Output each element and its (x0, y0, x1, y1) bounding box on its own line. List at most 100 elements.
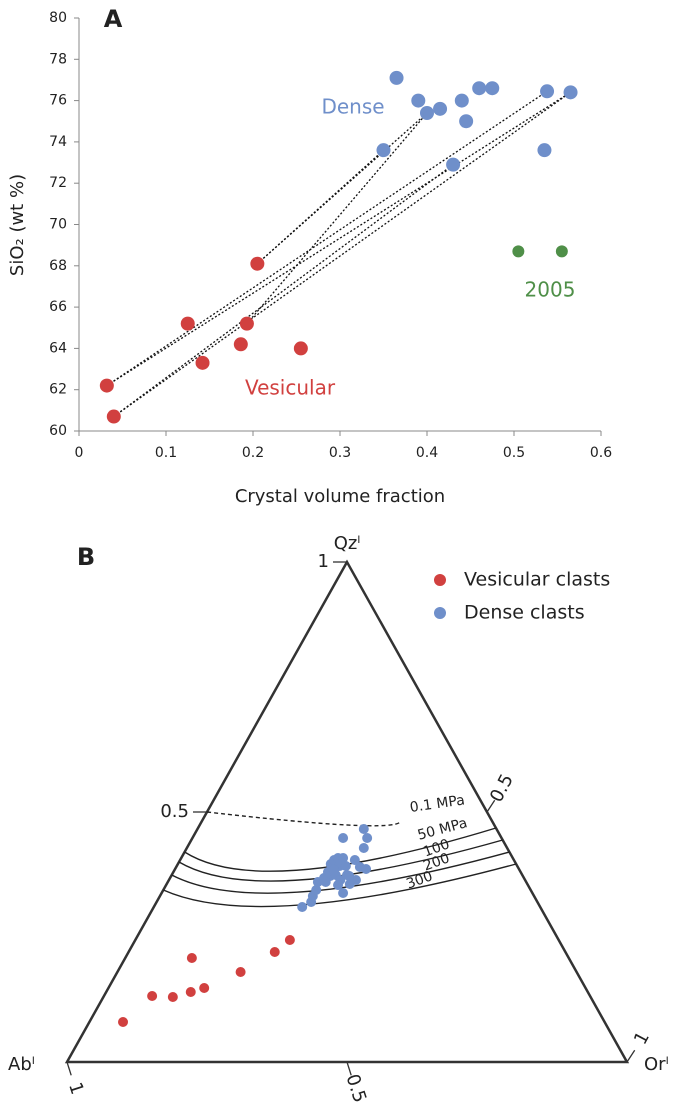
x-tick-label: 0.3 (329, 445, 351, 461)
data-point (485, 81, 500, 96)
legend-label: Dense clasts (464, 602, 585, 624)
data-point (284, 935, 295, 945)
tie-line (113, 164, 454, 418)
curve-label: 0.1 MPa (409, 792, 466, 816)
data-point (311, 885, 322, 895)
data-point (446, 157, 461, 172)
tie-line (246, 112, 428, 325)
data-point (454, 93, 469, 108)
data-point (472, 81, 487, 96)
data-point (376, 143, 391, 158)
data-point (239, 316, 254, 331)
data-point (320, 877, 331, 887)
data-point (147, 991, 158, 1001)
ternary-tick-label: 0.5 (341, 1072, 370, 1106)
data-point (537, 143, 552, 158)
y-axis-label: SiO₂ (wt %) (7, 174, 28, 276)
y-tick-label: 76 (49, 93, 67, 109)
ternary-tick (66, 1061, 72, 1076)
ternary-tick (346, 1061, 352, 1076)
y-tick-label: 60 (49, 423, 67, 439)
y-tick-label: 74 (49, 134, 67, 150)
x-tick-label: 0.4 (416, 445, 438, 461)
data-point (118, 1017, 128, 1027)
data-point (195, 355, 210, 370)
data-point (333, 880, 344, 890)
data-point (433, 101, 448, 116)
tie-line (106, 91, 571, 387)
x-tick-label: 0.2 (242, 445, 264, 461)
y-tick-label: 78 (49, 51, 67, 67)
pressure-curve (184, 827, 497, 872)
tie-line (106, 90, 548, 387)
ternary-tick (626, 1049, 636, 1063)
data-point (338, 853, 349, 863)
data-point (512, 245, 525, 258)
y-tick-label: 70 (49, 217, 67, 233)
tie-line (256, 112, 428, 265)
pressure-curve (171, 851, 510, 894)
y-tick-label: 62 (49, 382, 67, 398)
data-point (167, 992, 178, 1002)
x-tick-label: 0 (75, 445, 84, 461)
ternary-tick-label: 0.5 (160, 801, 189, 822)
data-point (340, 861, 351, 871)
ternary-tick-label: 1 (64, 1080, 88, 1097)
y-tick-label: 72 (49, 175, 67, 191)
y-tick-label: 64 (49, 340, 67, 356)
pressure-curve (206, 811, 401, 827)
vertex-label: Abˡ (8, 1054, 35, 1075)
legend-marker (434, 574, 446, 586)
ternary-tick-label: 1 (630, 1028, 654, 1048)
series-label: Vesicular (245, 376, 336, 400)
data-point (185, 987, 196, 997)
x-tick-label: 0.6 (590, 445, 612, 461)
ternary-tick-label: 1 (318, 551, 329, 572)
data-point (563, 85, 578, 100)
legend-marker (434, 607, 446, 619)
data-point (99, 378, 114, 393)
data-point (106, 409, 121, 424)
data-point (180, 316, 195, 331)
x-tick-label: 0.1 (155, 445, 177, 461)
data-point (329, 865, 340, 875)
data-point (358, 824, 369, 834)
data-point (344, 871, 355, 881)
data-point (411, 93, 426, 108)
data-point (349, 855, 360, 865)
data-point (389, 70, 404, 85)
data-point (293, 341, 308, 356)
x-tick-label: 0.5 (503, 445, 525, 461)
data-point (358, 843, 369, 853)
data-point (540, 84, 555, 99)
pressure-curve (178, 839, 503, 882)
y-tick-label: 68 (49, 258, 67, 274)
data-point (344, 879, 355, 889)
vertex-label: Orˡ (644, 1054, 669, 1075)
y-tick-label: 66 (49, 299, 67, 315)
panel-label: B (77, 543, 95, 571)
ternary-frame (64, 559, 630, 1064)
series-label: 2005 (525, 278, 576, 302)
data-point (269, 947, 280, 957)
data-point (338, 833, 349, 843)
tie-line (113, 91, 571, 418)
data-point (235, 967, 246, 977)
data-point (199, 983, 210, 993)
ternary-tick-label: 0.5 (486, 771, 518, 806)
y-tick-label: 80 (49, 10, 67, 26)
x-axis-label: Crystal volume fraction (235, 486, 445, 507)
data-point (420, 105, 434, 120)
data-point (233, 337, 248, 352)
data-point (555, 245, 568, 258)
data-point (361, 864, 372, 874)
series-label: Dense (321, 95, 384, 119)
data-point (362, 833, 373, 843)
curve-label: 300 (404, 868, 435, 892)
legend-label: Vesicular clasts (464, 569, 610, 591)
data-point (186, 953, 197, 963)
data-point (338, 888, 349, 898)
data-point (250, 256, 265, 271)
ternary-tick (486, 799, 496, 813)
